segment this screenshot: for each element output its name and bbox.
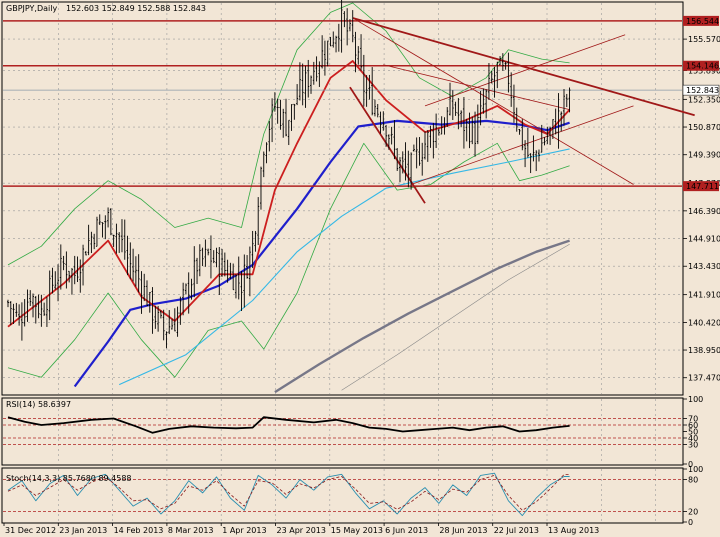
level-label-resistance-1: 156.544 [686,17,719,26]
rsi-tick-label: 100 [688,395,703,404]
ma-lightblue-line [118,148,570,386]
level-label-box [683,15,719,26]
trendline-fan-line-2 [383,64,570,111]
stoch-axis: 100 80 20 0 [683,465,703,527]
rsi-tick-label: 0 [688,460,693,469]
date-label: 15 May 2013 [331,526,383,535]
date-label: 31 Dec 2012 [5,526,56,535]
current-price-label: 152.843 [686,86,719,95]
ma-red-line [7,60,571,328]
date-label: 6 Jun 2013 [385,526,428,535]
date-label: 28 Jun 2013 [439,526,487,535]
trendline-drop-line [349,86,426,204]
date-label: 23 Jan 2013 [59,526,107,535]
price-tick-label: 138.950 [688,346,720,355]
price-tick-label: 143.430 [688,262,720,271]
price-grid [3,3,682,394]
rsi-tick-label: 40 [688,434,698,443]
bollinger-upper-line [7,2,570,266]
stoch-tick-label: 100 [688,465,703,474]
bollinger-lower-line [7,142,570,378]
rsi-tick-label: 70 [688,415,698,424]
date-label: 8 Mar 2013 [168,526,214,535]
ohlc-values: 152.603 152.849 152.588 152.843 [66,4,206,13]
rsi-title: RSI(14) 58.6397 [6,400,71,409]
chart-header: GBPJPY,Daily 152.603 152.849 152.588 152… [6,4,206,13]
price-tick-label: 144.910 [688,235,720,244]
date-axis: 31 Dec 2012 23 Jan 2013 14 Feb 2013 8 Mar 2… [3,523,599,535]
stoch-tick-label: 80 [688,476,698,485]
price-tick-label: 137.470 [688,374,720,383]
trendline-descending-resistance [352,17,695,117]
symbol-timeframe: GBPJPY,Daily [6,4,57,13]
horizontal-levels [3,20,682,187]
level-label-resistance-2: 154.146 [686,62,719,71]
price-axis: 155.570153.890152.350150.870149.390147.8… [683,35,720,383]
stoch-title: Stoch(14,3,3) 85.7680 89.4588 [6,474,132,483]
price-tick-label: 152.350 [688,95,720,104]
date-label: 22 Jul 2013 [494,526,539,535]
level-labels: 156.544 154.146 147.711 152.843 [682,15,720,192]
price-tick-label: 149.390 [688,151,720,160]
ma-gray-thin-line [341,244,570,391]
trendline-channel-upper [424,34,626,107]
date-label: 1 Apr 2013 [222,526,266,535]
level-label-support-1: 147.711 [686,182,719,191]
stoch-tick-label: 0 [688,518,693,527]
price-tick-label: 150.870 [688,123,720,132]
rsi-grid [3,399,682,464]
price-tick-label: 155.570 [688,35,720,44]
date-label: 23 Apr 2013 [277,526,326,535]
stoch-lines [7,472,570,517]
candlesticks [7,0,571,349]
price-panel-frame [1,1,684,396]
ma-gray-line [274,239,570,394]
price-tick-label: 146.390 [688,207,720,216]
rsi-tick-label: 50 [688,428,698,437]
price-panel[interactable]: 155.570153.890152.350150.870149.390147.8… [1,0,720,396]
rsi-line [7,416,570,434]
stoch-grid [3,469,682,522]
rsi-tick-label: 30 [688,441,698,450]
date-label: 14 Feb 2013 [114,526,164,535]
stoch-tick-label: 20 [688,507,698,516]
stoch-signal-line [7,474,570,511]
rsi-tick-label: 60 [688,421,698,430]
date-label: 13 Aug 2013 [548,526,599,535]
level-label-box [683,60,719,71]
rsi-series-line [7,416,570,434]
current-price-box [682,84,720,96]
price-tick-label: 153.890 [688,67,720,76]
price-tick-label: 141.910 [688,291,720,300]
level-label-box [683,181,719,192]
stoch-panel-frame [1,467,684,524]
stoch-panel[interactable]: 100 80 20 0 Stoch(14,3,3) 85.7680 89.4588 [1,465,703,527]
price-tick-label: 140.420 [688,319,720,328]
trendline-fan-line-1 [352,17,634,185]
trendlines [349,17,695,204]
